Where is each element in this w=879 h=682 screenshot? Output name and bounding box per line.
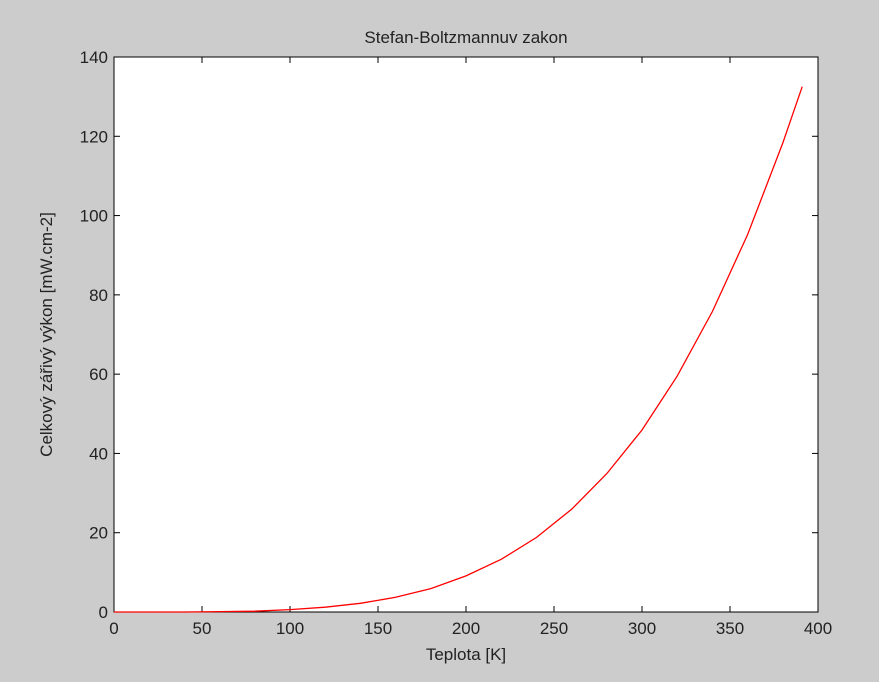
x-tick-label: 150 bbox=[364, 619, 392, 638]
y-tick-label: 40 bbox=[89, 444, 108, 463]
y-tick-label: 20 bbox=[89, 524, 108, 543]
ticks-group bbox=[113, 56, 819, 613]
x-tick-label: 250 bbox=[540, 619, 568, 638]
y-tick-label: 60 bbox=[89, 365, 108, 384]
chart-title: Stefan-Boltzmannuv zakon bbox=[364, 28, 567, 47]
x-tick-label: 300 bbox=[628, 619, 656, 638]
series-line bbox=[114, 86, 803, 613]
tick-labels-group: 0 50 100 150 200 250 300 350 400 0 20 40 60 80 100 120 1… bbox=[80, 48, 833, 638]
y-tick-label: 120 bbox=[80, 127, 108, 146]
x-tick-label: 100 bbox=[276, 619, 304, 638]
y-tick-label: 0 bbox=[99, 603, 108, 622]
y-axis-title: Celkový zářivý výkon [mW.cm-2] bbox=[37, 212, 56, 457]
plot-area bbox=[113, 56, 819, 613]
x-axis-title: Teplota [K] bbox=[426, 645, 506, 664]
y-tick-label: 140 bbox=[80, 48, 108, 67]
y-tick-label: 100 bbox=[80, 207, 108, 226]
x-tick-label: 0 bbox=[109, 619, 118, 638]
y-tick-label: 80 bbox=[89, 286, 108, 305]
x-tick-label: 400 bbox=[804, 619, 832, 638]
x-tick-label: 200 bbox=[452, 619, 480, 638]
series-group bbox=[114, 86, 803, 613]
x-tick-label: 350 bbox=[716, 619, 744, 638]
x-tick-label: 50 bbox=[193, 619, 212, 638]
